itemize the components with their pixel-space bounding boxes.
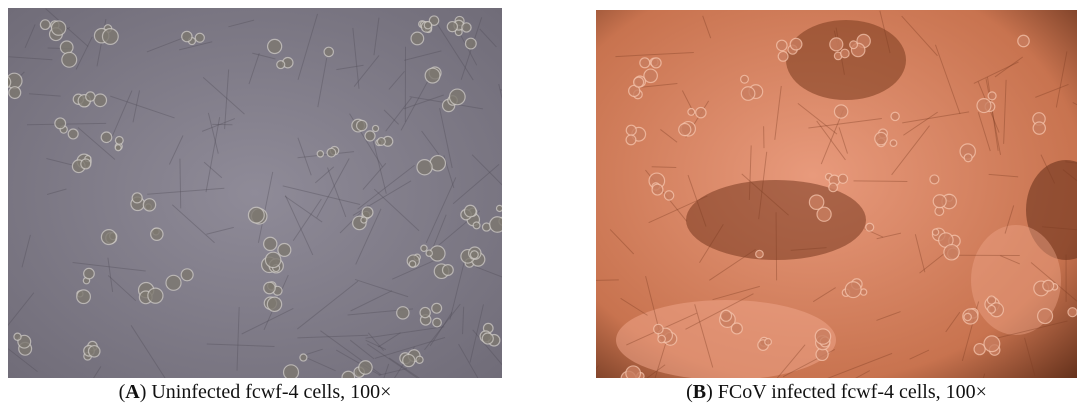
panel-label: B bbox=[693, 381, 706, 403]
micrograph-infected bbox=[596, 10, 1077, 378]
figure: {"panels": [ {"open": "(", "label": "A",… bbox=[0, 0, 1081, 412]
caption-text: ) Uninfected fcwf-4 cells, 100× bbox=[140, 381, 392, 403]
caption-b: (B) FCoV infected fcwf-4 cells, 100× bbox=[596, 381, 1077, 404]
caption-text: ) FCoV infected fcwf-4 cells, 100× bbox=[706, 381, 987, 403]
micrograph-uninfected bbox=[8, 8, 502, 378]
caption-open: ( bbox=[686, 381, 693, 403]
caption-a: (A) Uninfected fcwf-4 cells, 100× bbox=[8, 381, 502, 404]
panel-label: A bbox=[125, 381, 139, 403]
